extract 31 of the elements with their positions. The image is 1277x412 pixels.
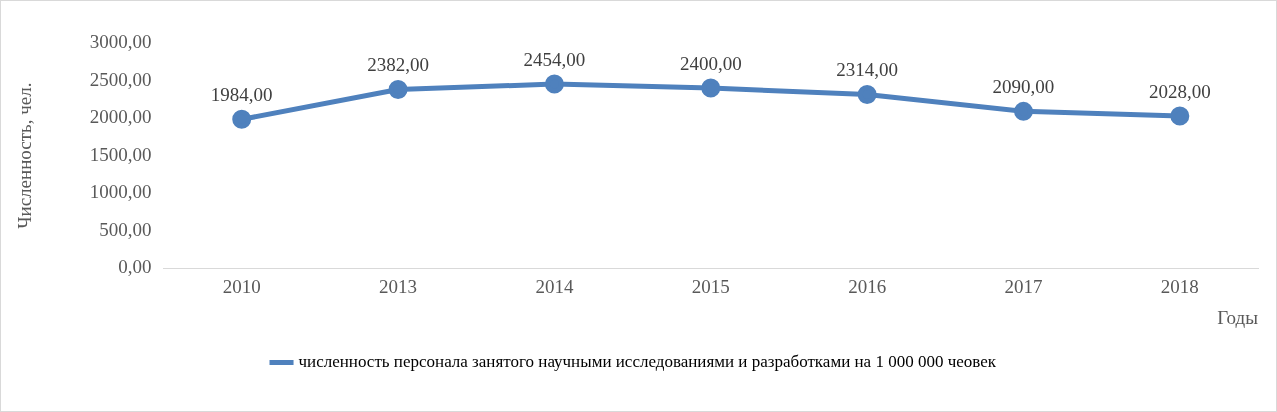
x-tick-label: 2018: [1160, 275, 1199, 297]
y-tick-label: 1000,00: [89, 181, 152, 203]
point: [544, 74, 564, 94]
x-tick-label: 2017: [1004, 275, 1043, 297]
x-tick-label: 2013: [379, 275, 418, 297]
y-tick-label: 500,00: [99, 218, 152, 240]
x-tick-label: 2015: [691, 275, 730, 297]
point: [388, 79, 408, 99]
x-tick-label: 2010: [222, 275, 261, 297]
data-label: 2090,00: [992, 75, 1055, 97]
y-tick-label: 2500,00: [89, 68, 152, 90]
data-label: 2400,00: [679, 52, 742, 74]
y-axis-title: Численность, чел.: [14, 82, 36, 229]
y-tick-label: 3000,00: [89, 30, 152, 52]
x-tick-label: 2014: [535, 275, 574, 297]
x-axis-title: Годы: [1217, 306, 1259, 328]
data-label: 1984,00: [210, 83, 273, 105]
data-label: 2454,00: [523, 48, 586, 70]
y-tick-label: 1500,00: [89, 143, 152, 165]
data-label: 2314,00: [836, 59, 898, 81]
point: [232, 109, 252, 129]
point: [701, 78, 721, 98]
y-tick-label: 0,00: [118, 256, 152, 278]
point: [1170, 106, 1190, 126]
y-tick-label: 2000,00: [89, 106, 152, 128]
legend-label: численность персонала занятого научными исследованиями и разработками на 1 000 000 чеовек: [298, 351, 997, 371]
x-tick-label: 2016: [848, 275, 887, 297]
data-label: 2028,00: [1148, 80, 1211, 102]
data-label: 2382,00: [367, 53, 429, 75]
point: [1013, 101, 1033, 121]
point: [857, 85, 877, 105]
